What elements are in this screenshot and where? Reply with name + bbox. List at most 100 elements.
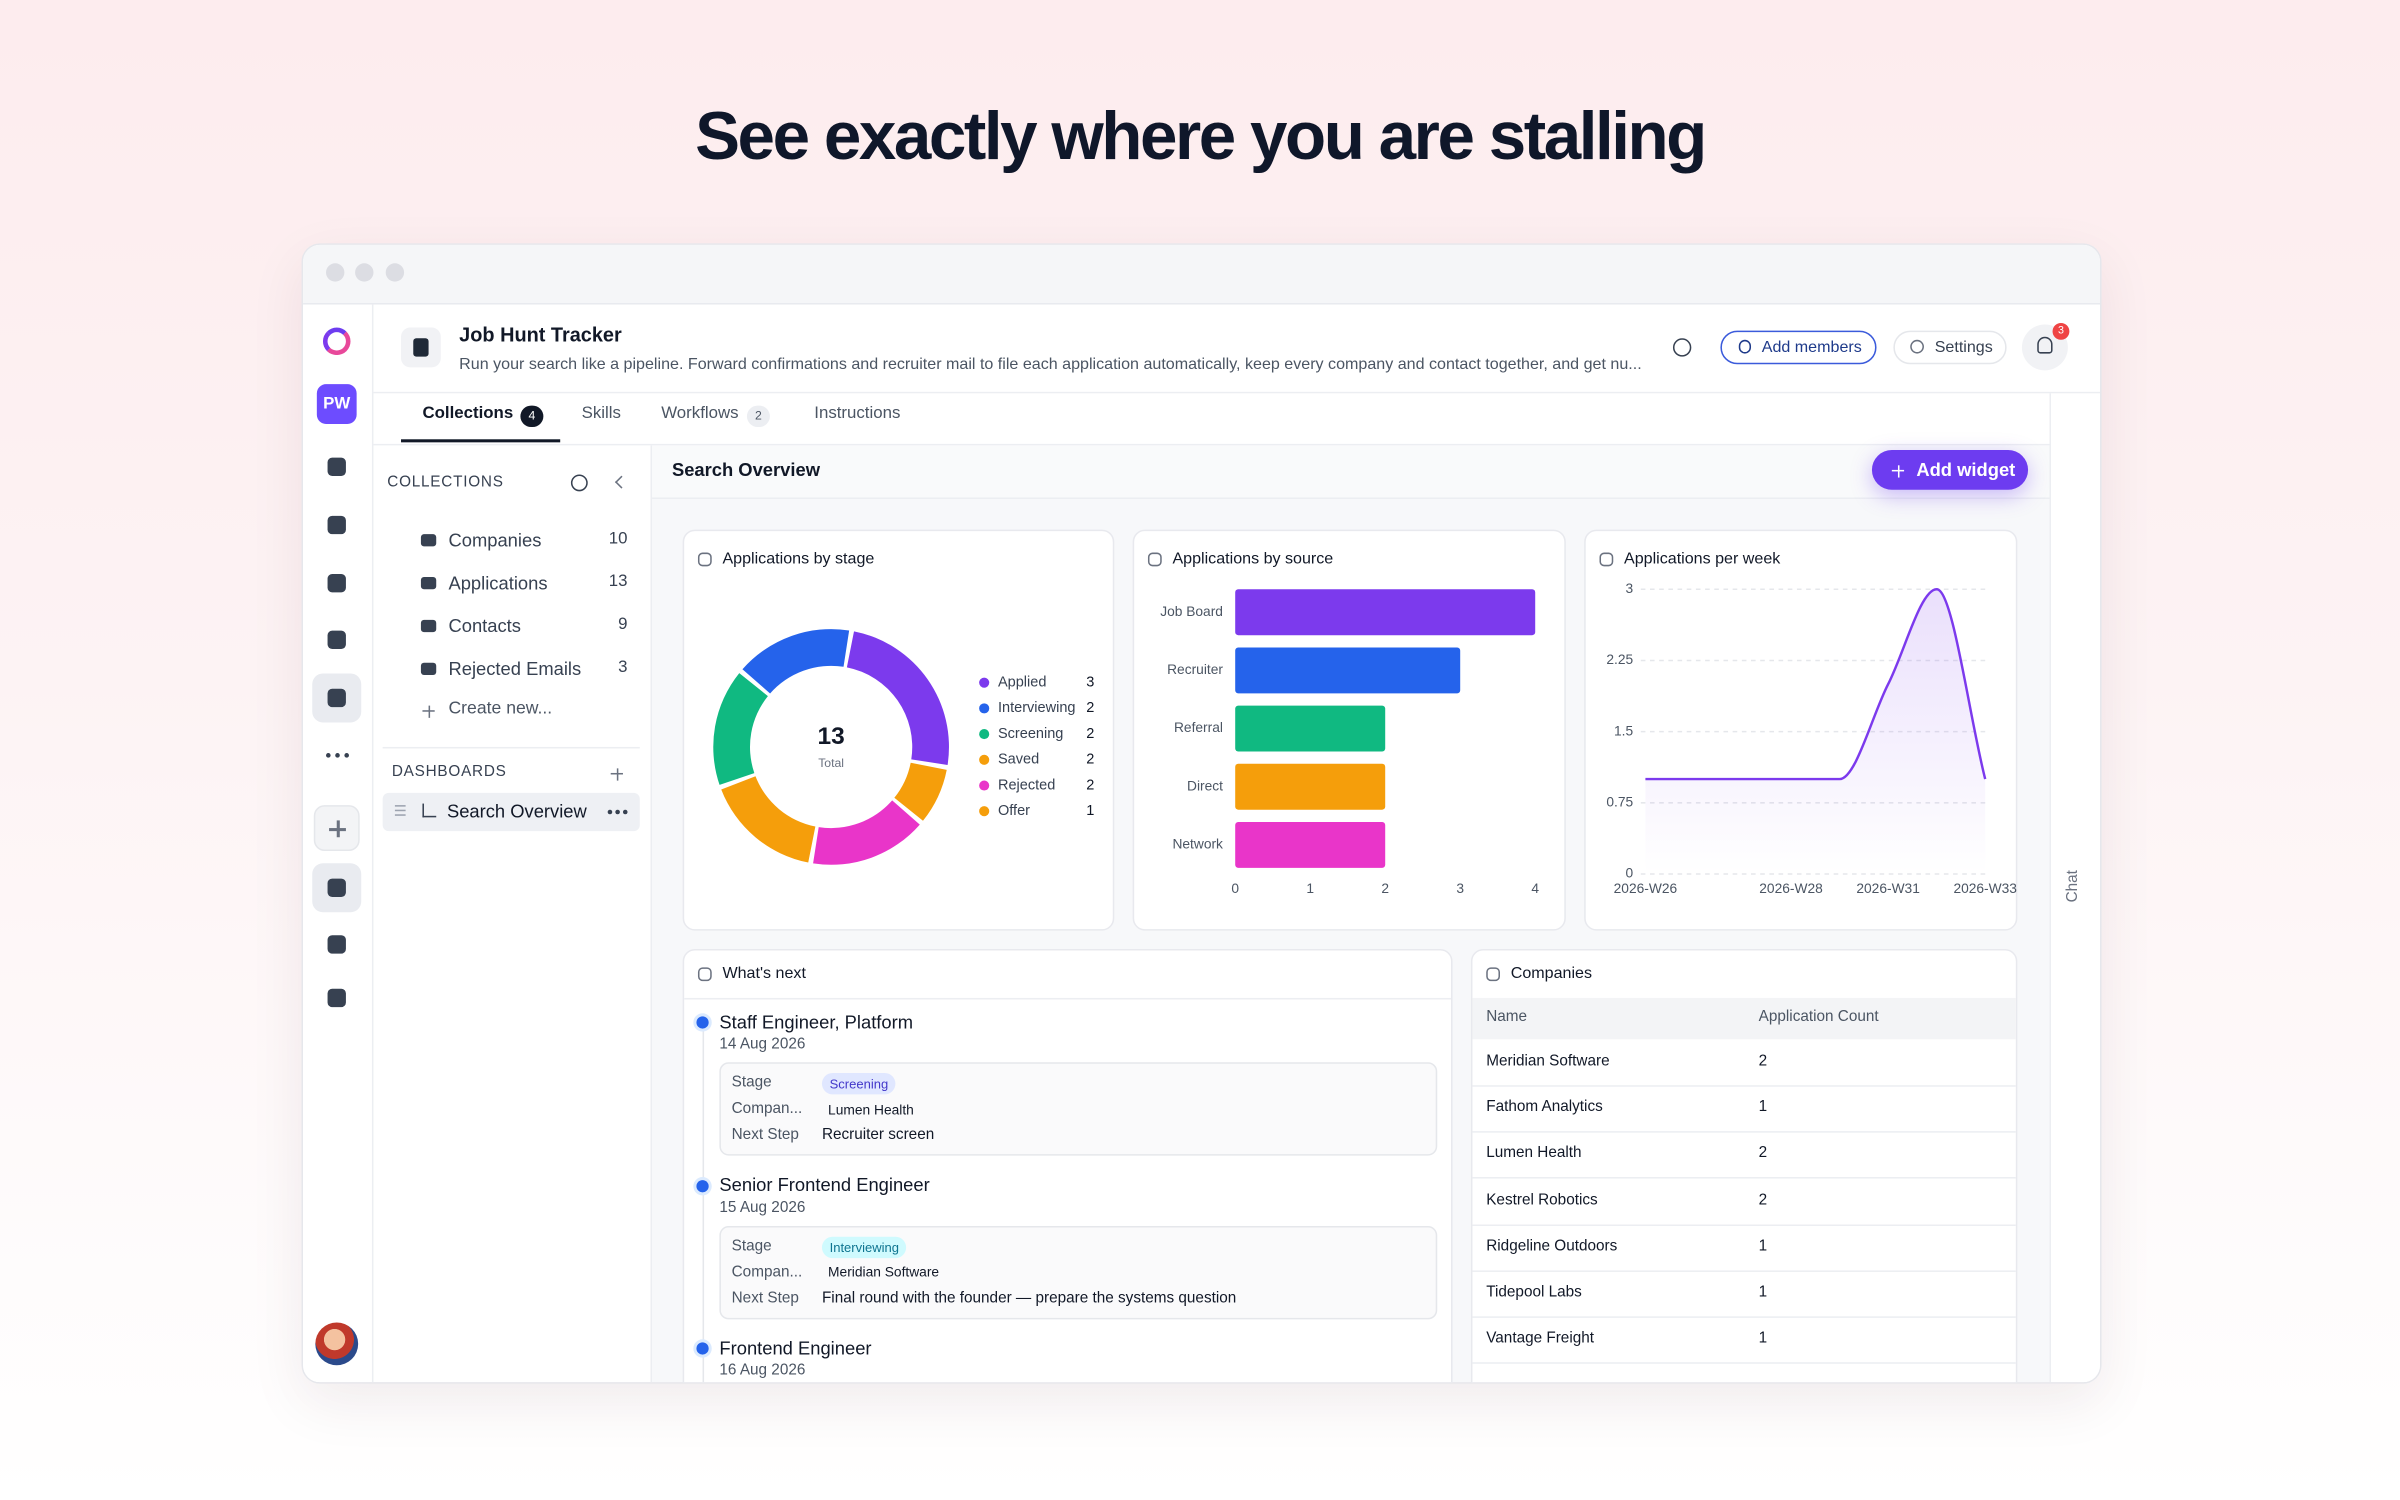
menu-dot <box>622 809 627 814</box>
item-title[interactable]: Frontend Engineer <box>719 1337 872 1359</box>
row-divider <box>1472 1362 2016 1365</box>
search-icon[interactable] <box>570 474 588 492</box>
row-divider <box>1472 1316 2016 1318</box>
field-value: Recruiter screen <box>821 1126 935 1144</box>
collection-name[interactable]: Contacts <box>448 614 521 637</box>
table-cell: 1 <box>1758 1237 1768 1255</box>
rail-dot <box>326 753 331 758</box>
menu-dot <box>615 809 620 814</box>
widget-icon <box>1486 966 1500 981</box>
rail-icon[interactable] <box>327 688 346 708</box>
chat-label[interactable]: Chat <box>2064 870 2082 903</box>
widget-icon <box>1599 551 1614 566</box>
table-cell: Lumen Health <box>1486 1145 1582 1163</box>
collection-count: 13 <box>608 573 628 592</box>
field-label: Compan... <box>731 1263 803 1281</box>
widget-title: What's next <box>722 963 806 983</box>
collection-name[interactable]: Rejected Emails <box>448 657 582 680</box>
window-dot <box>385 263 405 282</box>
tab[interactable]: Collections <box>422 404 514 424</box>
timeline-dot <box>696 1342 709 1355</box>
headline: See exactly where you are stalling <box>695 99 1707 175</box>
main-header <box>652 445 2050 499</box>
item-title[interactable]: Staff Engineer, Platform <box>719 1011 914 1033</box>
collections-sidebar <box>373 445 653 1383</box>
row-divider <box>1472 1223 2016 1226</box>
rail-icon[interactable] <box>327 630 346 649</box>
divider <box>382 746 640 749</box>
drag-handle <box>394 805 406 807</box>
widget-card <box>1584 529 2018 931</box>
widget-icon <box>697 551 712 566</box>
collection-icon <box>420 577 437 590</box>
field-label: Stage <box>731 1237 772 1255</box>
menu-dot <box>607 809 612 814</box>
rail-icon[interactable] <box>327 573 346 593</box>
timeline-line <box>701 1022 704 1383</box>
rail-icon[interactable] <box>327 878 346 897</box>
dashboard-title: Search Overview <box>671 458 821 481</box>
field-value: Meridian Software <box>828 1264 940 1280</box>
section-heading: DASHBOARDS <box>391 763 507 781</box>
column-header: Application Count <box>1758 1008 1879 1026</box>
widget-title: Applications by stage <box>722 549 875 568</box>
field-label: Compan... <box>731 1100 803 1118</box>
field-label: Next Step <box>731 1126 799 1144</box>
field-value: Final round with the founder — prepare t… <box>821 1289 1237 1307</box>
item-title[interactable]: Senior Frontend Engineer <box>719 1174 930 1196</box>
tab[interactable]: Instructions <box>814 404 901 424</box>
tracker-icon-glyph <box>413 338 429 357</box>
workspace-avatar[interactable]: PW <box>316 384 357 424</box>
notification-badge: 3 <box>2052 322 2070 340</box>
history-icon[interactable] <box>1672 338 1692 357</box>
plus-v <box>427 704 430 718</box>
window-dot <box>355 263 374 282</box>
bell-icon <box>2037 336 2053 354</box>
collection-name[interactable]: Applications <box>448 572 548 594</box>
plus-v <box>1897 464 1900 477</box>
table-cell: Vantage Freight <box>1486 1330 1595 1348</box>
timeline-dot <box>696 1016 709 1029</box>
gear-icon <box>1910 339 1924 354</box>
table-cell: Fathom Analytics <box>1486 1099 1603 1117</box>
dashboard-selected[interactable] <box>382 792 640 832</box>
rail-icon[interactable] <box>327 457 346 477</box>
rail-icon[interactable] <box>327 935 346 954</box>
widget-title: Applications by source <box>1172 549 1334 568</box>
collection-icon <box>420 534 437 547</box>
row-divider <box>1472 1177 2016 1180</box>
chat-rail <box>2049 393 2100 1383</box>
column-header: Name <box>1486 1008 1528 1026</box>
app-window: Applied 3 Interviewing 2 Screening 2 Saved 2 Rej… <box>301 243 2102 1384</box>
add-members-button[interactable]: Add members <box>1720 330 1877 365</box>
title-bar <box>303 244 2100 305</box>
table-cell: 1 <box>1758 1284 1768 1302</box>
collection-name[interactable]: Companies <box>448 529 542 551</box>
window-content: Applied 3 Interviewing 2 Screening 2 Saved 2 Rej… <box>303 244 2100 1383</box>
tab[interactable]: Skills <box>581 404 621 424</box>
widget-title: Companies <box>1510 963 1593 983</box>
section-heading: COLLECTIONS <box>387 474 504 492</box>
app-logo <box>322 327 351 356</box>
collection-icon <box>420 662 437 675</box>
table-cell: 2 <box>1758 1145 1768 1163</box>
tab[interactable]: Workflows <box>661 404 739 424</box>
collection-count: 3 <box>618 658 628 678</box>
collection-count: 10 <box>608 530 628 549</box>
create-new[interactable]: Create new... <box>448 699 553 719</box>
table-cell: 1 <box>1758 1330 1768 1348</box>
item-date: 14 Aug 2026 <box>719 1036 806 1054</box>
rail-icon[interactable] <box>327 515 346 535</box>
table-cell: Ridgeline Outdoors <box>1486 1237 1618 1255</box>
rail-dot <box>335 753 340 758</box>
timeline-dot <box>696 1179 709 1192</box>
rail-icon[interactable] <box>327 988 346 1008</box>
tab-bar <box>373 393 2050 446</box>
widget-card <box>1132 529 1566 931</box>
widget-icon <box>1147 551 1162 566</box>
app-title: Job Hunt Tracker <box>459 323 622 347</box>
field-label: Stage <box>731 1074 772 1092</box>
drag-handle <box>394 814 406 816</box>
